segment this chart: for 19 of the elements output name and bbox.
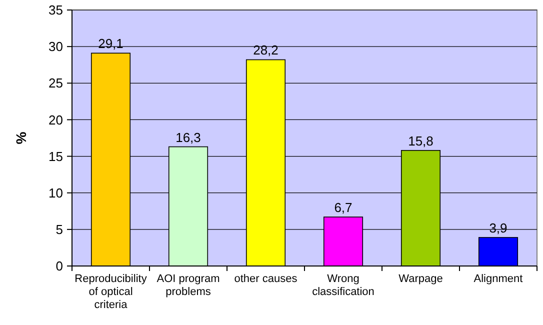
data-label: 16,3	[176, 130, 201, 145]
data-label: 6,7	[334, 200, 352, 215]
y-tick-label: 0	[56, 258, 63, 274]
y-tick-label: 35	[48, 2, 63, 18]
x-tick-label: Alignment	[474, 273, 523, 285]
x-tick-label: AOI program problems	[156, 273, 220, 298]
x-tick-label: other causes	[234, 273, 298, 285]
x-tick-label: Reproducibility of optical criteria	[74, 273, 148, 311]
y-tick-label: 5	[56, 222, 63, 237]
y-tick-label: 30	[48, 39, 63, 54]
data-label: 15,8	[408, 133, 434, 148]
x-tick-label: Wrong classification	[312, 273, 374, 298]
y-tick-label: 25	[48, 76, 63, 91]
data-label: 28,2	[253, 42, 278, 58]
y-tick-label: 20	[48, 112, 63, 128]
y-tick-label: 10	[48, 185, 63, 200]
y-axis-title: %	[13, 131, 29, 144]
x-tick-label: Warpage	[398, 273, 443, 285]
y-tick-label: 15	[48, 148, 63, 164]
